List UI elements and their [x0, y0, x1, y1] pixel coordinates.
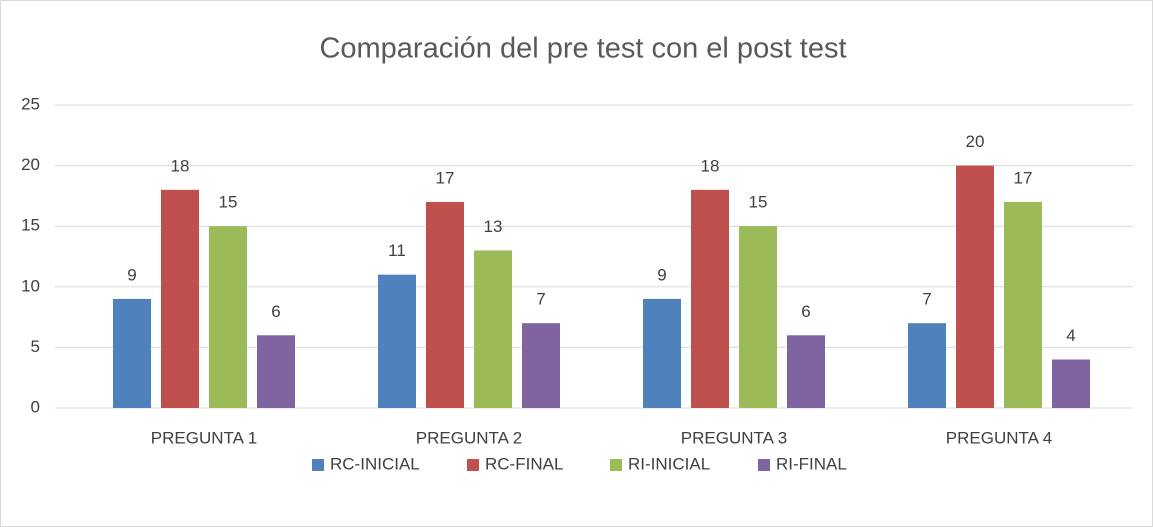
legend-label: RC-INICIAL [330, 454, 420, 473]
data-label: 7 [922, 290, 931, 309]
bar [209, 226, 247, 408]
legend-swatch [758, 459, 770, 471]
bar [378, 274, 416, 408]
data-label: 6 [271, 302, 280, 321]
data-label: 9 [127, 265, 136, 284]
legend-swatch [467, 459, 479, 471]
data-label: 15 [219, 193, 238, 212]
bar [474, 250, 512, 408]
data-label: 11 [388, 241, 406, 260]
bar [426, 201, 464, 408]
data-label: 4 [1066, 326, 1075, 345]
bar [956, 165, 994, 408]
data-label: 7 [536, 290, 545, 309]
data-label: 9 [657, 265, 666, 284]
y-tick-label: 5 [31, 337, 40, 356]
y-tick-label: 20 [21, 155, 40, 174]
bar [522, 323, 560, 408]
bar [113, 298, 151, 408]
legend-label: RI-FINAL [776, 454, 847, 473]
bar [643, 298, 681, 408]
bar [1052, 359, 1090, 408]
data-label: 17 [436, 168, 455, 187]
x-tick-label: PREGUNTA 2 [416, 428, 522, 447]
legend-swatch [610, 459, 622, 471]
bar [161, 189, 199, 408]
x-tick-label: PREGUNTA 4 [946, 428, 1052, 447]
legend-label: RC-FINAL [485, 454, 563, 473]
legend-swatch [312, 459, 324, 471]
y-tick-label: 0 [31, 397, 40, 416]
chart-title: Comparación del pre test con el post tes… [319, 33, 846, 65]
bar [257, 335, 295, 408]
data-label: 6 [801, 302, 810, 321]
bar [691, 189, 729, 408]
data-label: 17 [1014, 168, 1033, 187]
data-label: 15 [749, 193, 768, 212]
bar [908, 323, 946, 408]
bar [1004, 201, 1042, 408]
bar [787, 335, 825, 408]
data-label: 13 [484, 217, 503, 236]
x-tick-label: PREGUNTA 1 [151, 428, 257, 447]
y-tick-label: 15 [21, 216, 40, 235]
x-tick-label: PREGUNTA 3 [681, 428, 787, 447]
y-tick-label: 25 [21, 94, 40, 113]
bar [739, 226, 777, 408]
data-label: 18 [171, 156, 190, 175]
y-tick-label: 10 [21, 276, 40, 295]
data-label: 20 [966, 132, 985, 151]
legend-label: RI-INICIAL [628, 454, 710, 473]
data-label: 18 [701, 156, 720, 175]
